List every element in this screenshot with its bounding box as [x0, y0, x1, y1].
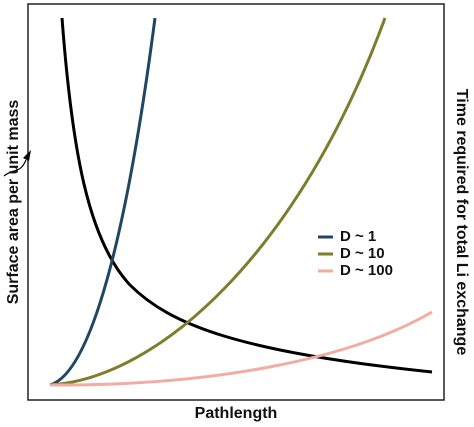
plot-frame — [27, 3, 445, 401]
legend-text: D ~ 1 — [340, 228, 376, 245]
time-curve — [49, 310, 433, 387]
pointer-arrow — [3, 159, 27, 177]
y2-axis-title: Time required for total Li exchange — [453, 89, 470, 356]
legend-text: D ~ 10 — [340, 245, 385, 262]
x-axis-title: Pathlength — [195, 405, 278, 422]
legend-text: D ~ 100 — [340, 262, 393, 279]
time-curve — [49, 17, 157, 387]
surface-area-curve — [60, 17, 433, 374]
y-axis-title: Surface area per unit mass — [5, 100, 22, 305]
time-curve — [49, 17, 387, 387]
arrow-head — [23, 150, 31, 161]
